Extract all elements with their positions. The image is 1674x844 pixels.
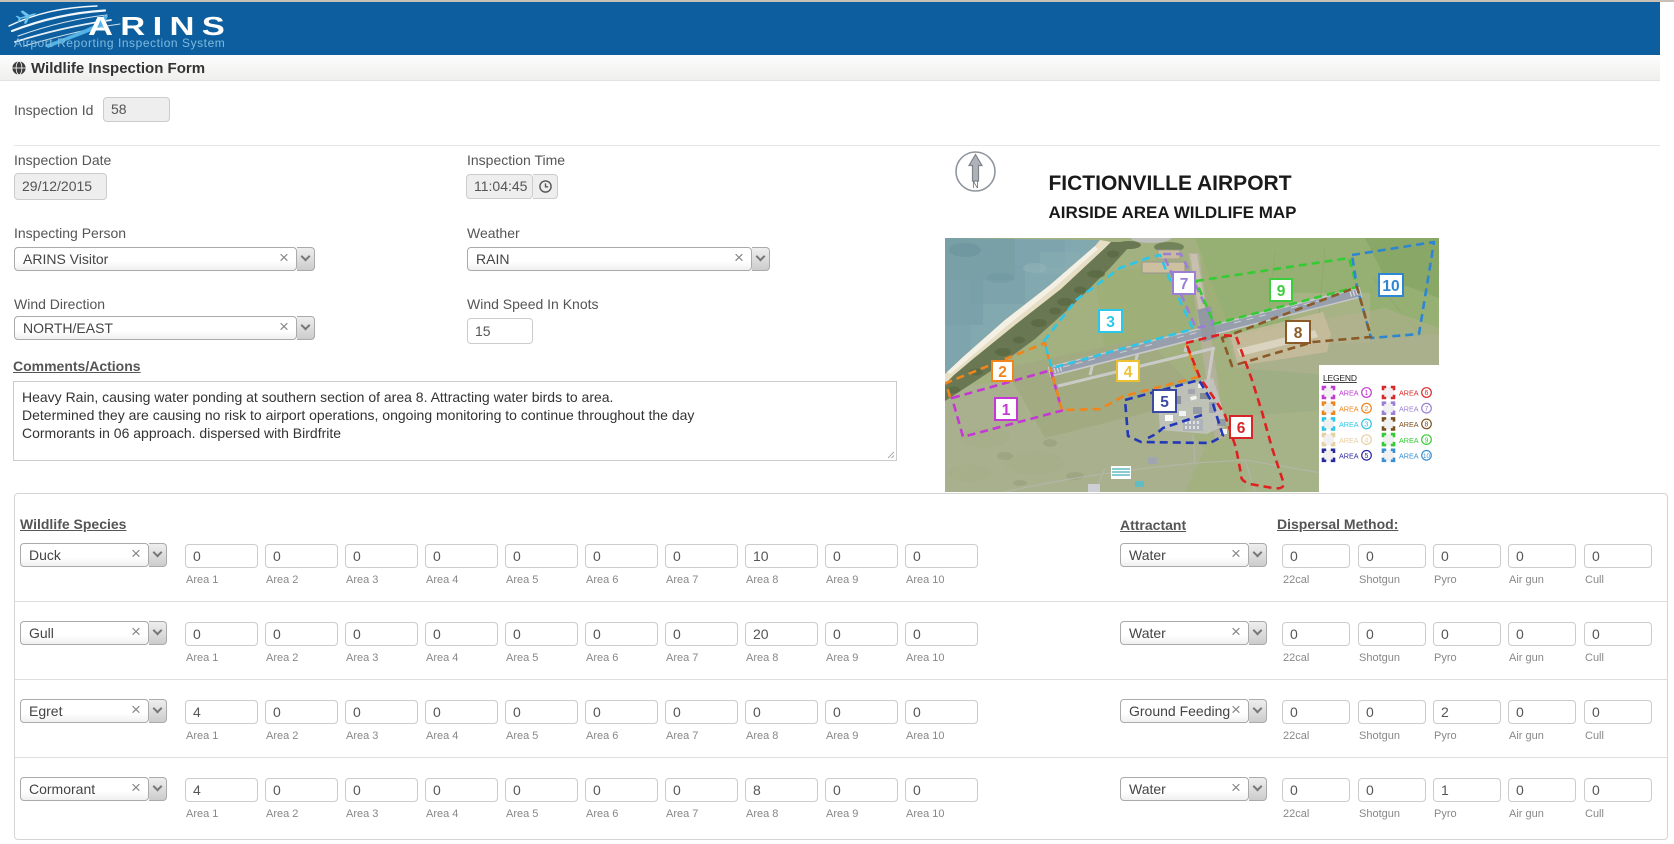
svg-text:AREA: AREA [1399, 404, 1419, 413]
svg-text:AREA: AREA [1399, 436, 1419, 445]
svg-text:1: 1 [1365, 390, 1369, 397]
svg-text:7: 7 [1180, 276, 1189, 293]
svg-text:8: 8 [1294, 325, 1303, 342]
svg-text:4: 4 [1365, 437, 1369, 444]
svg-text:4: 4 [1124, 364, 1133, 381]
svg-text:N: N [972, 180, 979, 190]
svg-text:5: 5 [1365, 453, 1369, 460]
svg-text:8: 8 [1425, 422, 1429, 429]
svg-text:10: 10 [1382, 278, 1399, 295]
svg-text:LEGEND: LEGEND [1323, 373, 1357, 383]
svg-text:2: 2 [998, 364, 1007, 381]
svg-text:AREA: AREA [1339, 436, 1359, 445]
svg-text:AREA: AREA [1339, 404, 1359, 413]
svg-text:2: 2 [1365, 406, 1369, 413]
svg-text:1: 1 [1002, 402, 1011, 419]
svg-text:7: 7 [1425, 406, 1429, 413]
svg-text:9: 9 [1425, 437, 1429, 444]
svg-text:AREA: AREA [1339, 452, 1359, 461]
svg-text:AREA: AREA [1399, 420, 1419, 429]
svg-text:AREA: AREA [1399, 389, 1419, 398]
svg-text:3: 3 [1106, 314, 1115, 331]
svg-text:5: 5 [1160, 394, 1169, 411]
svg-text:AREA: AREA [1339, 420, 1359, 429]
svg-text:6: 6 [1237, 420, 1246, 437]
svg-text:9: 9 [1277, 283, 1286, 300]
svg-text:10: 10 [1423, 453, 1430, 460]
svg-text:AREA: AREA [1339, 389, 1359, 398]
svg-text:6: 6 [1425, 390, 1429, 397]
svg-text:3: 3 [1365, 422, 1369, 429]
svg-text:AREA: AREA [1399, 452, 1419, 461]
